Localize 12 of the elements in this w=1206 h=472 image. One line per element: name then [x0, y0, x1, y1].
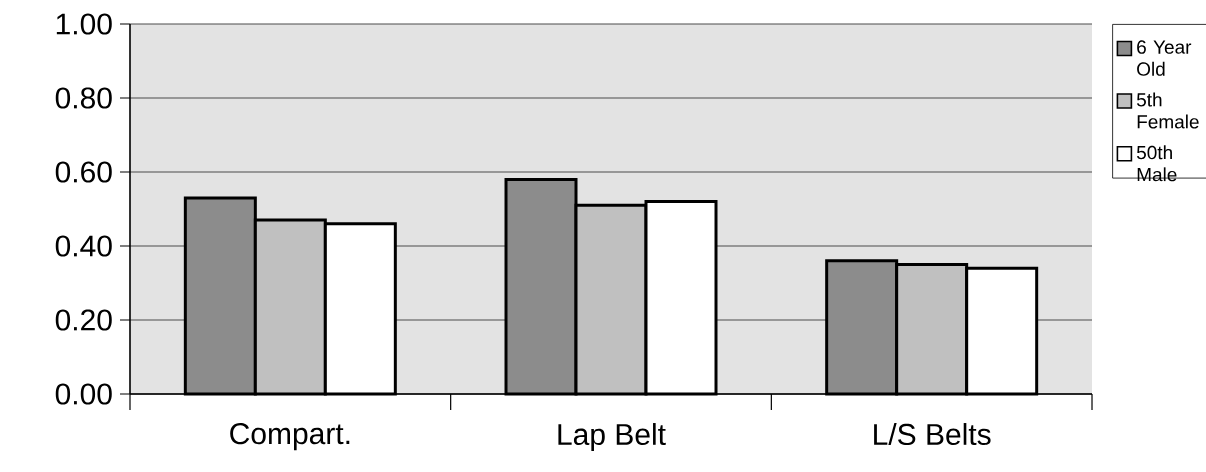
x-tick-label: L/S Belts: [874, 423, 991, 446]
legend-label: 5th Female: [1136, 92, 1199, 129]
y-tick-label: 0.40: [55, 235, 112, 257]
legend-label: 6 Year Old: [1137, 40, 1192, 76]
y-tick-label: 0.00: [55, 383, 112, 405]
y-tick-label: 0.20: [55, 309, 112, 331]
legend-label: 50th Male: [1136, 145, 1177, 182]
x-tick-label: Compart.: [230, 423, 350, 451]
y-tick-label: 0.80: [55, 87, 112, 109]
y-tick-label: 0.60: [55, 161, 112, 183]
y-tick-label: 1.00: [56, 13, 112, 35]
x-tick-label: Lap Belt: [558, 423, 666, 451]
